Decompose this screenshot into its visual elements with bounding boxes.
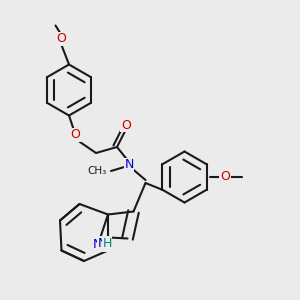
Text: O: O bbox=[220, 170, 230, 184]
Text: O: O bbox=[70, 128, 80, 142]
Text: O: O bbox=[121, 118, 131, 132]
Text: N: N bbox=[124, 158, 134, 172]
Text: CH₃: CH₃ bbox=[87, 166, 106, 176]
Text: O: O bbox=[57, 32, 66, 46]
Text: NH: NH bbox=[93, 238, 111, 251]
Text: N: N bbox=[97, 237, 107, 250]
Text: H: H bbox=[102, 237, 112, 250]
